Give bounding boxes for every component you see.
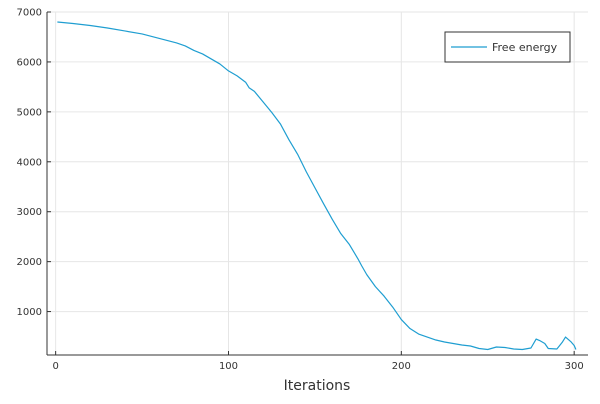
y-tick-label-0: 1000: [17, 307, 42, 318]
x-tick-label-3: 300: [565, 361, 584, 372]
x-tick-label-0: 0: [52, 361, 58, 372]
y-tick-label-2: 3000: [17, 207, 42, 218]
y-tick-label-1: 2000: [17, 257, 42, 268]
y-tick-label-3: 4000: [17, 157, 42, 168]
legend-label-free-energy: Free energy: [492, 41, 558, 54]
series: [57, 21, 577, 351]
x-tick-label-1: 100: [219, 361, 238, 372]
series-line-free-energy: [57, 21, 577, 351]
x-tick-label-2: 200: [392, 361, 411, 372]
grid: [47, 11, 588, 355]
tick-labels: 0 100 200 300 1000 2000 3000 4000 5000 6000 7000: [17, 8, 584, 373]
legend: Free energy: [444, 31, 571, 63]
x-axis-title: Iterations: [284, 378, 351, 394]
y-tick-label-6: 7000: [17, 8, 42, 19]
axes: [46, 11, 588, 356]
y-tick-label-5: 6000: [17, 57, 42, 68]
y-tick-label-4: 5000: [17, 107, 42, 118]
